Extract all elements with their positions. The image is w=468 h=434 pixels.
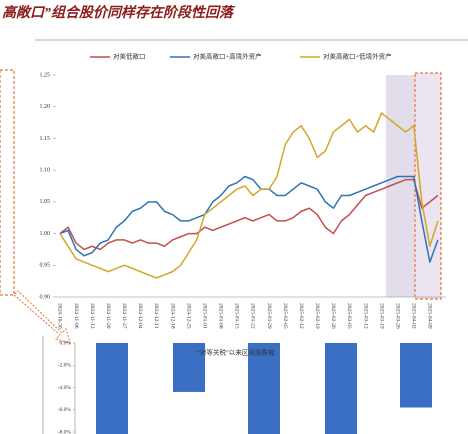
- y-tick-label: 1.00: [40, 231, 51, 237]
- x-tick-label: 2025-02-05: [282, 303, 288, 329]
- x-tick-label: 2025-03-26: [394, 303, 400, 329]
- y-tick-label: -2.0%: [58, 363, 72, 369]
- y-tick-label: 1.15: [40, 136, 51, 142]
- legend-label: 对美低敞口: [113, 51, 146, 60]
- bar: [325, 343, 357, 434]
- x-tick-label: 2024-10-30: [57, 303, 63, 329]
- y-tick-label: 1.10: [40, 168, 51, 174]
- y-tick-label: -8.0%: [58, 429, 72, 434]
- x-tick-label: 2025-04-02: [410, 303, 416, 329]
- bar: [96, 343, 128, 434]
- x-tick-label: 2025-01-15: [234, 303, 240, 329]
- x-tick-label: 2024-11-06: [73, 303, 79, 329]
- x-tick-label: 2025-03-19: [378, 303, 384, 329]
- y-tick-label: 1.05: [40, 199, 51, 205]
- bar: [400, 343, 432, 408]
- x-tick-label: 2025-02-26: [330, 303, 336, 329]
- x-tick-label: 2025-01-22: [250, 303, 256, 329]
- y-tick-label: 0.0%: [60, 340, 72, 346]
- y-tick-label: 0.95: [40, 263, 51, 269]
- x-tick-label: 2025-01-08: [218, 303, 224, 329]
- x-tick-label: 2024-12-25: [185, 303, 191, 329]
- line-series: [59, 175, 439, 263]
- line-series: [59, 178, 439, 251]
- legend-label: 对美高敞口+低境外资产: [323, 51, 392, 60]
- left-highlight: [0, 69, 15, 296]
- x-tick-label: 2024-12-04: [137, 303, 143, 329]
- x-tick-label: 2024-11-20: [105, 303, 111, 329]
- line-series: [59, 112, 439, 279]
- legend-label: 对美高敞口+高境外资产: [193, 51, 262, 60]
- x-tick-label: 2024-12-11: [153, 303, 159, 329]
- bar: [248, 343, 280, 434]
- legend-swatch: [188, 350, 193, 355]
- x-tick-label: 2025-03-12: [362, 303, 368, 329]
- y-tick-label: -6.0%: [58, 407, 72, 413]
- y-tick-label: -4.0%: [58, 385, 72, 391]
- x-tick-label: 2024-11-27: [121, 303, 127, 329]
- legend-label: “对等关税”以来区间涨跌幅: [197, 347, 275, 356]
- x-tick-label: 2025-02-12: [298, 303, 304, 329]
- x-tick-label: 2025-01-01: [201, 303, 207, 329]
- x-tick-label: 2025-03-05: [346, 303, 352, 329]
- x-tick-label: 2025-01-29: [266, 303, 272, 329]
- highlight-region: [414, 72, 442, 300]
- page-title: 高敞口”组合股价同样存在阶段性回落: [2, 4, 236, 21]
- arrow: [13, 290, 71, 344]
- x-tick-label: 2025-02-19: [314, 303, 320, 329]
- x-tick-label: 2024-11-13: [89, 303, 95, 329]
- x-tick-label: 2025-04-09: [427, 303, 433, 329]
- y-tick-label: 0.90: [40, 294, 51, 300]
- x-tick-label: 2024-12-18: [169, 303, 175, 329]
- y-tick-label: 1.25: [40, 72, 51, 78]
- y-tick-label: 1.20: [40, 104, 51, 110]
